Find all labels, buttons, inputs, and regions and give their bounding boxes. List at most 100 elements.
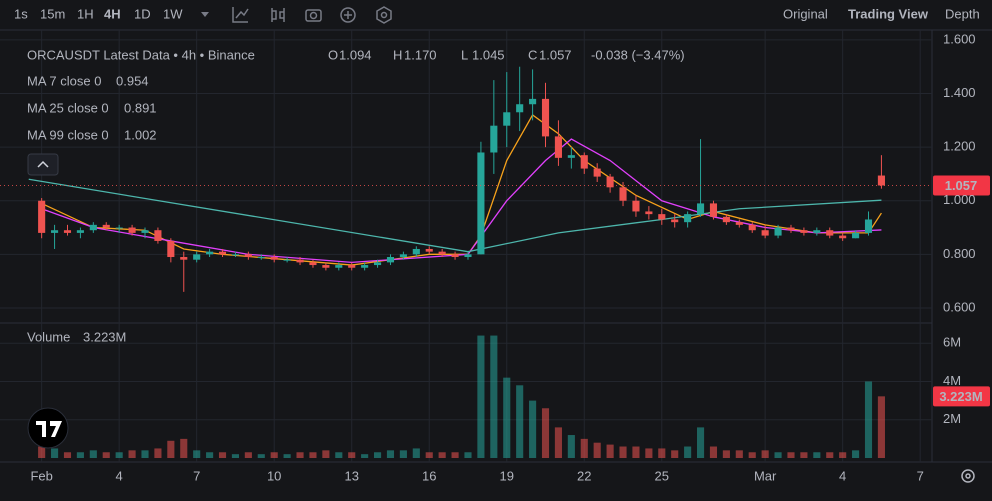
volume-bar <box>180 438 188 458</box>
volume-bar <box>864 381 873 458</box>
volume-bar <box>193 450 201 458</box>
volume-legend-value: 3.223M <box>83 329 126 344</box>
volume-bar <box>154 448 162 458</box>
candle-body <box>684 214 692 223</box>
interval-button[interactable]: 1D <box>134 6 151 21</box>
candle-body <box>839 235 847 239</box>
candle-body <box>296 259 304 263</box>
volume-bar <box>645 448 653 458</box>
ohlc-value: 1.045 <box>472 47 505 62</box>
ma-line <box>41 138 882 264</box>
candle-body <box>438 251 446 255</box>
candle-body <box>632 200 640 212</box>
volume-bar <box>141 450 149 458</box>
candle-body <box>787 227 795 231</box>
candle-body <box>451 254 459 258</box>
volume-bar <box>89 450 97 458</box>
volume-bar <box>51 448 59 458</box>
dropdown-icon[interactable] <box>201 12 209 17</box>
candle-body <box>218 251 227 255</box>
candle-body <box>619 187 627 201</box>
volume-bar <box>361 454 369 458</box>
volume-bar <box>63 452 72 458</box>
ma-line <box>41 114 882 266</box>
volume-bar <box>503 377 511 458</box>
volume-bar <box>335 452 343 458</box>
volume-bar <box>102 452 110 458</box>
candle-body <box>541 98 550 137</box>
candle-body <box>722 216 730 223</box>
candle-body <box>51 230 59 233</box>
y-tick-label: 1.200 <box>943 139 976 154</box>
tv-logo[interactable] <box>27 407 69 449</box>
volume-bar <box>76 452 84 458</box>
x-tick-label: 19 <box>500 468 514 483</box>
volume-tag <box>933 386 990 407</box>
camera-icon[interactable] <box>305 9 322 22</box>
last-price-label: 1.057 <box>945 178 978 193</box>
gear-icon[interactable] <box>961 469 975 483</box>
volume-bar <box>839 452 847 458</box>
y-tick-label: 0.800 <box>943 246 976 261</box>
candle-body <box>154 230 162 241</box>
volume-bar <box>696 427 705 458</box>
volume-bar <box>386 450 395 458</box>
candle-body <box>38 200 46 233</box>
view-button[interactable]: Original <box>783 6 828 21</box>
volume-bar <box>244 452 252 458</box>
collapse-button[interactable] <box>27 153 59 176</box>
interval-button[interactable]: 4H <box>104 6 121 21</box>
volume-bar <box>541 408 550 458</box>
candle-body <box>412 248 420 255</box>
ohlc-key: H <box>393 47 402 62</box>
ohlc-key: L <box>461 47 468 62</box>
volume-bar <box>580 438 588 458</box>
view-button[interactable]: Depth <box>945 6 980 21</box>
candle-body <box>864 219 873 233</box>
ohlc-value: 1.094 <box>339 47 372 62</box>
volume-bar <box>257 454 265 458</box>
candle-body <box>270 257 278 260</box>
y-tick-label: 1.400 <box>943 85 976 100</box>
volume-bar <box>671 450 679 458</box>
volume-bar <box>593 442 601 458</box>
gear-center <box>965 473 971 479</box>
tv-logo-mark <box>36 421 62 437</box>
volume-tag-label: 3.223M <box>939 389 982 404</box>
candle-icon[interactable] <box>271 8 285 22</box>
y-tick-label: 1.000 <box>943 192 976 207</box>
camera-lens <box>309 11 318 20</box>
settings-icon[interactable] <box>376 6 392 24</box>
interval-button[interactable]: 15m <box>40 6 65 21</box>
candle-body <box>361 265 369 268</box>
interval-button[interactable]: 1W <box>163 6 183 21</box>
volume-bar <box>348 452 356 458</box>
candle-body <box>309 262 317 266</box>
candle-body <box>374 262 382 266</box>
add-icon[interactable] <box>340 7 356 23</box>
candle-body <box>115 227 123 229</box>
candle-body <box>477 152 485 255</box>
candle-body <box>709 203 718 217</box>
volume-bar <box>283 454 291 458</box>
volume-bar <box>774 452 782 458</box>
candle-body <box>167 240 175 258</box>
indicator-icon[interactable] <box>232 7 249 23</box>
volume-bar <box>567 435 575 458</box>
candle-body <box>257 257 265 259</box>
volume-bar <box>218 452 227 458</box>
interval-button[interactable]: 1H <box>77 6 94 21</box>
view-button[interactable]: Trading View <box>848 6 929 21</box>
candle-body <box>877 175 885 186</box>
interval-button[interactable]: 1s <box>14 6 28 21</box>
volume-bar <box>128 450 136 458</box>
volume-bar <box>464 452 472 458</box>
x-tick-label: 4 <box>839 468 846 483</box>
volume-bar <box>684 446 692 458</box>
x-tick-label: 25 <box>655 468 669 483</box>
volume-legend-name: Volume <box>27 329 70 344</box>
volume-bar <box>206 452 214 458</box>
ma-legend-name: MA 25 close 0 <box>27 100 109 115</box>
ma-legend-name: MA 7 close 0 <box>27 73 101 88</box>
